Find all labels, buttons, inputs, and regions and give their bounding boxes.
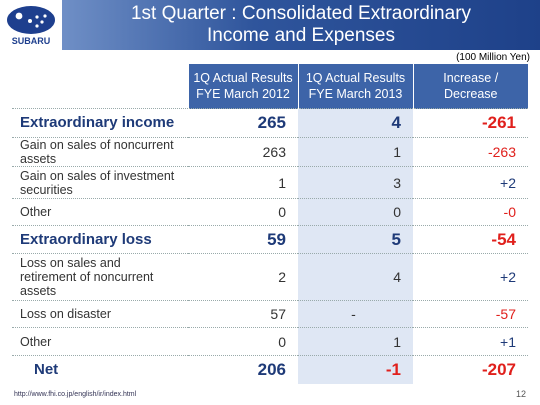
- table-row: Loss on sales and retirement of noncurre…: [12, 253, 528, 301]
- cell: 1: [298, 137, 413, 167]
- table-row: Other 0 1 +1: [12, 327, 528, 356]
- cell: 1: [188, 166, 298, 199]
- cell: 2: [188, 253, 298, 301]
- table-row: Net 206 -1 -207: [12, 355, 528, 384]
- cell: 1: [298, 327, 413, 356]
- cell: 4: [298, 108, 413, 138]
- cell: 0: [298, 198, 413, 226]
- row-label: Loss on sales and retirement of noncurre…: [12, 253, 188, 301]
- row-label: Loss on disaster: [12, 300, 188, 328]
- cell: 3: [298, 166, 413, 199]
- table-row: Extraordinary income 265 4 -261: [12, 108, 528, 138]
- cell: 206: [188, 355, 298, 384]
- table-row: Other 0 0 -0: [12, 198, 528, 226]
- footer-url: http://www.fhi.co.jp/english/ir/index.ht…: [14, 391, 137, 398]
- cell: +1: [413, 327, 528, 356]
- cell: 57: [188, 300, 298, 328]
- column-header: 1Q Actual Results FYE March 2012: [187, 64, 298, 109]
- table-row: Extraordinary loss 59 5 -54: [12, 225, 528, 254]
- logo-text: SUBARU: [12, 36, 51, 46]
- cell: -263: [413, 137, 528, 167]
- title-band: [62, 0, 540, 50]
- cell: 263: [188, 137, 298, 167]
- cell: 5: [298, 225, 413, 254]
- row-label: Extraordinary loss: [12, 225, 188, 254]
- cell: 59: [188, 225, 298, 254]
- table-row: Gain on sales of noncurrent assets 263 1 -2…: [12, 137, 528, 167]
- row-label: Other: [12, 198, 188, 226]
- cell: -207: [413, 355, 528, 384]
- cell: 265: [188, 108, 298, 138]
- row-label: Extraordinary income: [12, 108, 188, 138]
- page-number: 12: [515, 389, 526, 399]
- column-header: 1Q Actual Results FYE March 2013: [297, 64, 413, 109]
- unit: (100 Million Yen): [456, 52, 530, 63]
- cell: -1: [298, 355, 413, 384]
- cell: -54: [413, 225, 528, 254]
- cell: 0: [188, 327, 298, 356]
- row-label: Gain on sales of investment securities: [12, 166, 188, 199]
- row-label: Other: [12, 327, 188, 356]
- logo-mark: SUBARU: [7, 6, 55, 46]
- row-label: Net: [12, 355, 188, 384]
- cell: -: [298, 300, 413, 328]
- cell: 0: [188, 198, 298, 226]
- header-row: 1Q Actual Results FYE March 2012 1Q Actu…: [12, 64, 528, 109]
- cell: +2: [413, 253, 528, 301]
- table: 1Q Actual Results FYE March 2012 1Q Actu…: [12, 64, 528, 384]
- column-header: Increase / Decrease: [412, 64, 528, 109]
- cell: -0: [413, 198, 528, 226]
- cell: -57: [413, 300, 528, 328]
- row-label: Gain on sales of noncurrent assets: [12, 137, 188, 167]
- table-row: Gain on sales of investment securities 1 3…: [12, 166, 528, 199]
- cell: -261: [413, 108, 528, 138]
- cell: 4: [298, 253, 413, 301]
- table-row: Loss on disaster 57- -57: [12, 300, 528, 328]
- title: 1st Quarter : Consolidated Extraordinary…: [130, 3, 472, 46]
- cell: +2: [413, 166, 528, 199]
